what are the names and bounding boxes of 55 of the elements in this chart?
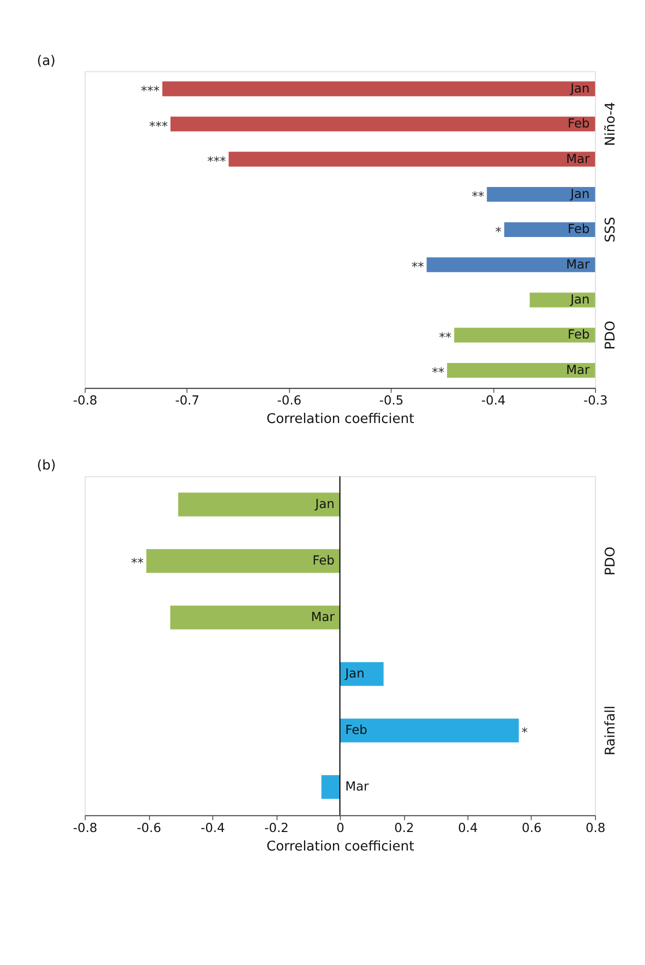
category-label: Mar — [566, 362, 590, 377]
bar — [170, 606, 340, 630]
category-label: Mar — [566, 256, 590, 272]
category-label: Jan — [570, 80, 590, 96]
x-tick-label: -0.8 — [73, 392, 98, 408]
category-label: Feb — [568, 326, 590, 342]
data-label: ** — [412, 259, 424, 274]
text: SSS — [604, 216, 619, 242]
chart-title: (a) — [36, 54, 56, 69]
data-label: *** — [149, 118, 168, 134]
category-label: Jan — [315, 496, 335, 512]
bar — [340, 662, 384, 686]
category-label: Feb — [312, 552, 335, 568]
chart-title: (b) — [36, 458, 56, 474]
text: Niño-4 — [604, 102, 619, 146]
x-tick-label: 0.6 — [522, 820, 542, 835]
data-label: *** — [207, 153, 226, 168]
bar — [178, 492, 340, 516]
data-label: ** — [439, 329, 452, 344]
category-label: Feb — [345, 722, 368, 738]
category-label: Jan — [570, 186, 590, 201]
x-tick-label: -0.2 — [264, 820, 289, 835]
bar — [340, 718, 519, 742]
text: PDO — [604, 320, 619, 350]
category-label: Jan — [570, 292, 590, 307]
x-axis-title: Correlation coefficient — [266, 839, 414, 854]
x-tick-label: -0.6 — [277, 392, 302, 408]
data-label: ** — [472, 188, 484, 204]
data-label: ** — [432, 364, 444, 380]
x-tick-label: -0.6 — [136, 820, 162, 835]
x-tick-label: 0.8 — [586, 820, 606, 835]
data-label: * — [495, 224, 502, 239]
category-label: Feb — [568, 116, 590, 131]
category-label: Mar — [345, 778, 369, 794]
x-tick-label: -0.8 — [73, 820, 98, 835]
x-tick-label: 0.2 — [394, 820, 414, 835]
data-label: * — [521, 724, 528, 740]
x-axis-title: Correlation coefficient — [266, 412, 414, 428]
x-tick-label: -0.7 — [175, 392, 200, 408]
x-tick-label: 0 — [336, 820, 344, 835]
x-tick-label: -0.4 — [481, 392, 506, 408]
data-label: ** — [131, 555, 144, 570]
x-tick-label: -0.4 — [200, 820, 225, 835]
text: Rainfall — [604, 706, 619, 756]
text: PDO — [604, 546, 619, 576]
category-label: Mar — [311, 609, 335, 624]
data-label: *** — [140, 83, 160, 98]
x-tick-label: 0.4 — [458, 820, 478, 835]
category-label: Mar — [566, 150, 590, 166]
bar — [321, 775, 340, 799]
x-tick-label: -0.5 — [379, 392, 404, 408]
category-label: Jan — [345, 666, 364, 681]
x-tick-label: -0.3 — [583, 392, 608, 408]
category-label: Feb — [568, 221, 590, 236]
bar — [146, 549, 340, 573]
